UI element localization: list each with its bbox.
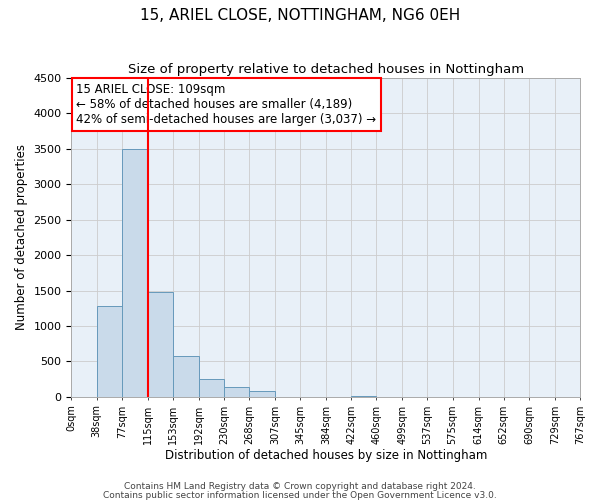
Title: Size of property relative to detached houses in Nottingham: Size of property relative to detached ho… (128, 62, 524, 76)
Text: 15 ARIEL CLOSE: 109sqm
← 58% of detached houses are smaller (4,189)
42% of semi-: 15 ARIEL CLOSE: 109sqm ← 58% of detached… (76, 83, 377, 126)
Bar (351, 396, 376, 397)
Y-axis label: Number of detached properties: Number of detached properties (15, 144, 28, 330)
Text: Contains public sector information licensed under the Open Government Licence v3: Contains public sector information licen… (103, 491, 497, 500)
Bar (249, 392, 275, 397)
Bar (122, 149, 148, 397)
Bar (97, 306, 122, 397)
Text: 15, ARIEL CLOSE, NOTTINGHAM, NG6 0EH: 15, ARIEL CLOSE, NOTTINGHAM, NG6 0EH (140, 8, 460, 22)
Bar (148, 292, 173, 397)
Text: Contains HM Land Registry data © Crown copyright and database right 2024.: Contains HM Land Registry data © Crown c… (124, 482, 476, 491)
X-axis label: Distribution of detached houses by size in Nottingham: Distribution of detached houses by size … (164, 450, 487, 462)
Bar (199, 379, 224, 397)
Bar (173, 356, 199, 397)
Bar (224, 387, 249, 397)
